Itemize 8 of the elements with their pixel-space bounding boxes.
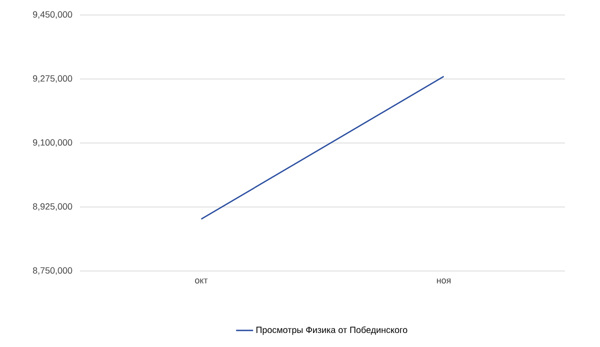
y-tick-label: 9,450,000 — [33, 11, 72, 19]
y-tick-label: 8,750,000 — [32, 267, 72, 275]
y-tick-label: 8,925,000 — [32, 203, 72, 211]
x-tick-label: окт — [195, 278, 208, 284]
x-tick-label: ноя — [436, 278, 451, 284]
y-tick-label: 9,100,000 — [33, 139, 72, 147]
y-tick-label: 9,275,000 — [33, 75, 72, 83]
legend-label: Просмотры Физика от Побединского — [256, 326, 408, 335]
